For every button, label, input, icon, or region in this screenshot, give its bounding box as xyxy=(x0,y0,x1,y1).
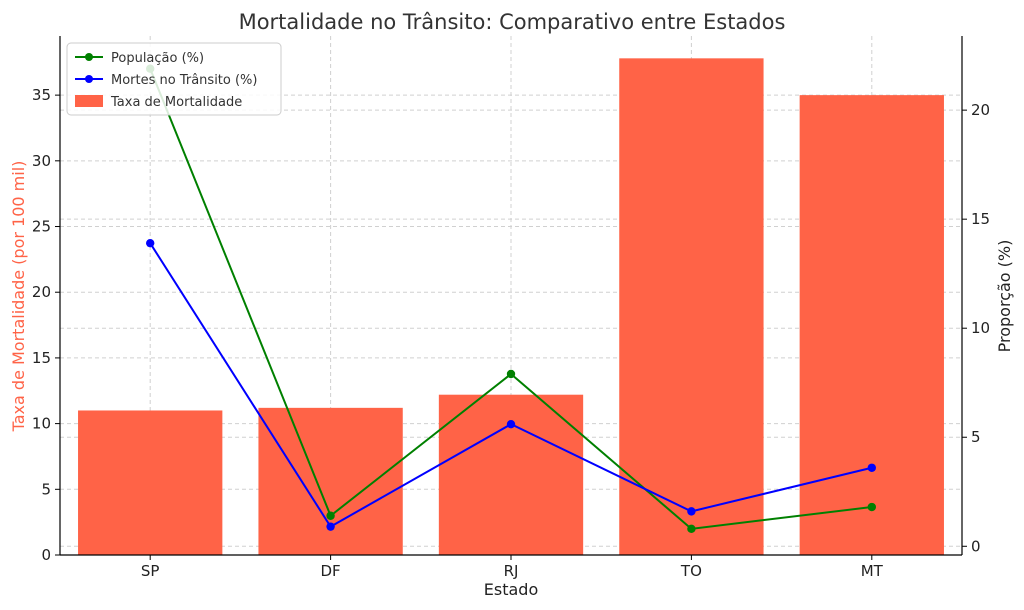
y-left-tick-label: 0 xyxy=(41,546,51,564)
y-right-tick-label: 5 xyxy=(971,428,981,446)
y-left-tick-label: 20 xyxy=(32,283,51,301)
legend-box xyxy=(66,42,282,116)
x-tick-label-to: TO xyxy=(680,562,702,580)
legend-marker-0 xyxy=(85,53,93,61)
bars xyxy=(78,58,944,556)
series-point-1-sp xyxy=(146,238,155,248)
y-left-tick-label: 35 xyxy=(32,86,51,104)
x-axis-title: Estado xyxy=(484,580,538,599)
legend-marker-1 xyxy=(85,75,93,83)
x-tick-label-mt: MT xyxy=(861,562,884,580)
y-left-tick-label: 10 xyxy=(32,415,51,433)
y-axis-right-title: Proporção (%) xyxy=(995,240,1014,353)
series-point-0-df xyxy=(326,511,335,520)
y-left-tick-label: 5 xyxy=(41,480,51,498)
y-right-tick-label: 20 xyxy=(971,101,990,119)
bar-df xyxy=(258,407,403,555)
y-axis-left-title: Taxa de Mortalidade (por 100 mil) xyxy=(9,161,28,433)
y-right-tick-label: 10 xyxy=(971,319,990,337)
chart-title: Mortalidade no Trânsito: Comparativo ent… xyxy=(239,10,786,34)
legend-label-1: Mortes no Trânsito (%) xyxy=(111,73,258,88)
legend-label-0: População (%) xyxy=(111,51,204,66)
series-point-1-rj xyxy=(506,419,516,429)
y-left-tick-label: 25 xyxy=(32,218,51,236)
series-point-1-mt xyxy=(867,463,876,472)
series-point-0-to xyxy=(687,524,696,534)
bar-to xyxy=(619,58,764,556)
y-left-tick-label: 15 xyxy=(32,349,51,367)
y-right-tick-label: 15 xyxy=(971,210,990,228)
x-tick-label-rj: RJ xyxy=(504,562,519,580)
bar-mt xyxy=(799,95,944,555)
series-point-0-rj xyxy=(506,369,516,379)
bar-rj xyxy=(438,394,584,555)
series-point-1-df xyxy=(326,522,335,531)
bar-sp xyxy=(78,410,223,555)
x-tick-label-df: DF xyxy=(321,562,341,580)
y-right-tick-label: 0 xyxy=(971,537,981,555)
series-point-0-mt xyxy=(867,502,876,512)
legend-label-bars: Taxa de Mortalidade xyxy=(110,95,242,110)
y-left-tick-label: 30 xyxy=(32,152,51,170)
legend-bar-swatch xyxy=(75,95,103,107)
legend: População (%) Mortes no Trânsito (%) Taxa … xyxy=(66,42,282,116)
x-tick-label-sp: SP xyxy=(141,562,160,580)
axes: 0 5 10 15 20 25 30 35 0 5 10 15 20 SP DF RJ TO MT xyxy=(32,36,990,580)
series-point-1-to xyxy=(687,507,696,516)
